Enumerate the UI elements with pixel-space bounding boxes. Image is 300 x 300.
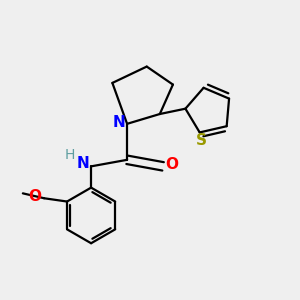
Text: N: N <box>112 115 125 130</box>
Text: O: O <box>28 189 41 204</box>
Text: O: O <box>165 157 178 172</box>
Text: S: S <box>196 133 207 148</box>
Text: N: N <box>76 156 89 171</box>
Text: H: H <box>65 148 75 162</box>
